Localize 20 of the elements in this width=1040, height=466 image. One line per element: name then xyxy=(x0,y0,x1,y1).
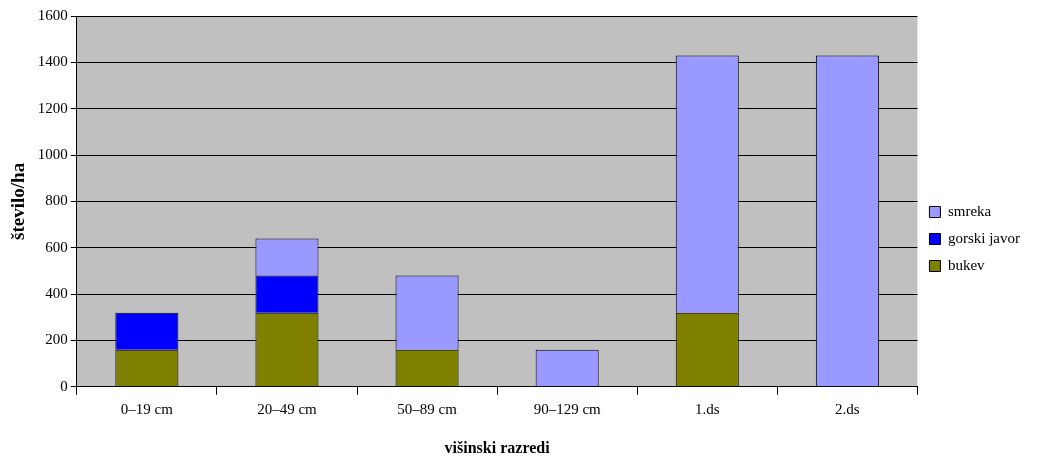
x-tick-label: 1.ds xyxy=(694,400,720,417)
y-tick-label: 1200 xyxy=(37,99,68,116)
y-tick-label: 1400 xyxy=(37,53,68,70)
x-tick-label: 0–19 cm xyxy=(120,400,174,417)
x-tick-label: 20–49 cm xyxy=(257,400,318,417)
y-tick-label: 200 xyxy=(45,331,68,348)
y-tick-label: 1600 xyxy=(37,6,68,23)
x-tick-label: 50–89 cm xyxy=(397,400,458,417)
legend-label: gorski javor xyxy=(947,229,1021,246)
legend-label: bukev xyxy=(947,256,986,273)
y-tick-label: 0 xyxy=(60,377,68,394)
x-axis-title: višinski razredi xyxy=(444,438,551,456)
y-tick-label: 800 xyxy=(45,192,68,209)
y-axis-title: število/ha xyxy=(7,162,29,240)
y-tick-label: 400 xyxy=(45,285,68,302)
x-tick-label: 90–129 cm xyxy=(533,400,602,417)
y-tick-label: 1000 xyxy=(37,145,68,162)
y-tick-label: 600 xyxy=(45,238,68,255)
legend-label: smreka xyxy=(947,202,992,219)
x-tick-label: 2.ds xyxy=(835,400,860,417)
